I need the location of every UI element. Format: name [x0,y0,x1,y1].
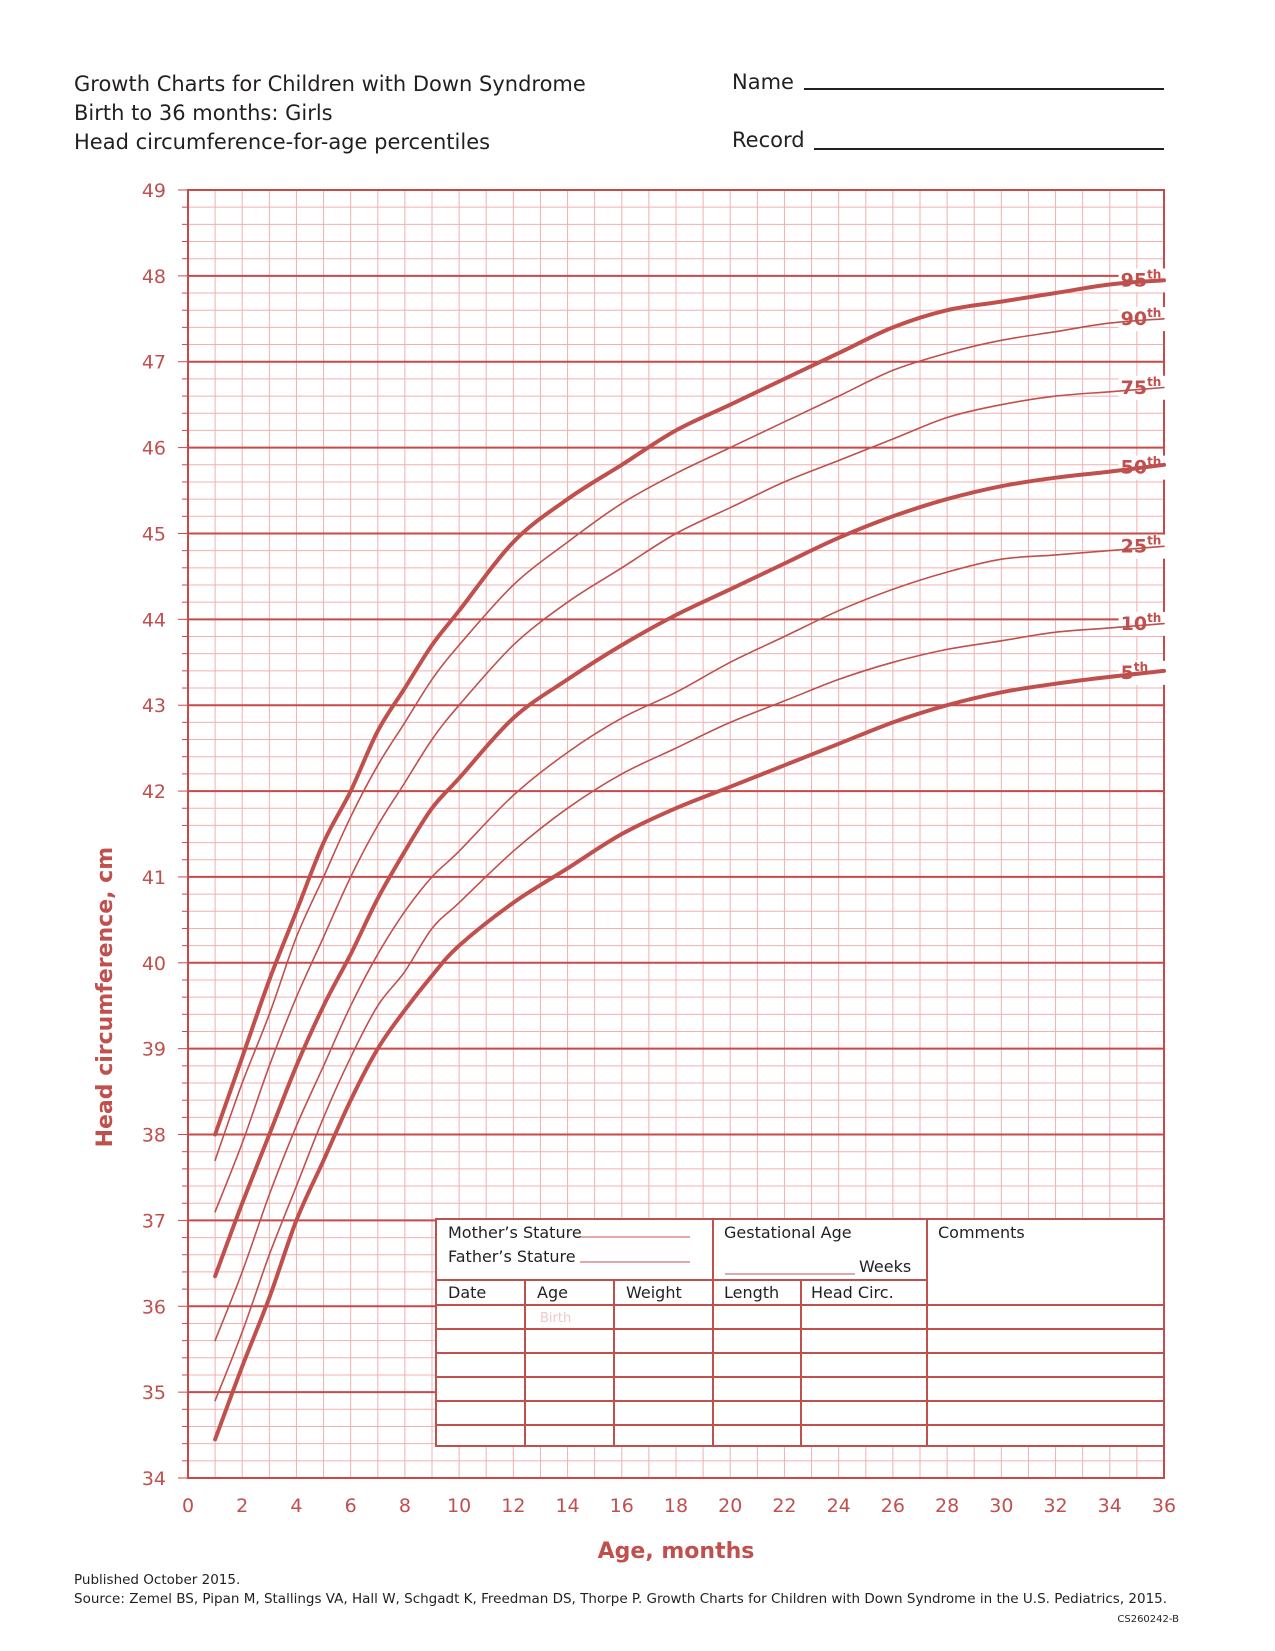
x-tick-label: 26 [881,1495,905,1517]
percentile-suffix: th [1134,660,1148,674]
x-axis-label: Age, months [598,1539,755,1564]
grid [178,189,1165,1479]
document-code: CS260242-B [1117,1614,1179,1625]
chart-title-line-3: Head circumference-for-age percentiles [74,130,491,154]
percentile-curve-50 [213,462,1166,1279]
percentile-curve-95 [213,278,1166,1137]
y-tick-label: 49 [142,180,166,202]
x-tick-label: 2 [236,1495,248,1517]
column-header: Weight [626,1283,682,1302]
record-table: Mother’s Stature Father’s Stature Gestatio… [435,1218,1165,1447]
name-line[interactable] [804,88,1164,90]
x-tick-label: 12 [501,1495,525,1517]
mother-stature-label: Mother’s Stature [448,1223,582,1242]
percentile-curve-90 [214,318,1165,1162]
y-tick-label: 34 [142,1468,166,1490]
father-stature-label: Father’s Stature [448,1247,576,1266]
x-tick-label: 6 [345,1495,357,1517]
x-tick-label: 28 [935,1495,959,1517]
chart-title-line-2: Birth to 36 months: Girls [74,101,333,125]
footer: Published October 2015. Source: Zemel BS… [74,1571,1167,1609]
x-tick-label: 4 [290,1495,302,1517]
percentile-suffix: th [1147,611,1161,625]
x-tick-label: 36 [1152,1495,1176,1517]
x-tick-label: 34 [1098,1495,1122,1517]
source-note: Source: Zemel BS, Pipan M, Stallings VA,… [74,1591,1168,1607]
record-line[interactable] [814,148,1164,150]
y-tick-label: 47 [142,352,166,374]
published-note: Published October 2015. [74,1572,241,1588]
name-field-row: Name [732,70,794,94]
x-tick-label: 18 [664,1495,688,1517]
percentile-suffix: th [1147,306,1161,320]
record-label: Record [732,128,805,152]
percentile-curve-10 [214,622,1165,1402]
column-header: Date [448,1283,486,1302]
y-tick-label: 46 [142,438,166,460]
y-tick-label: 39 [142,1039,166,1061]
percentile-suffix: th [1147,375,1161,389]
percentile-curve-75 [214,386,1165,1213]
x-tick-label: 20 [718,1495,742,1517]
y-tick-label: 35 [142,1382,166,1404]
gestational-age-label: Gestational Age [724,1223,852,1242]
column-header: Age [537,1283,568,1302]
birth-row-label: Birth [540,1311,571,1326]
x-tick-label: 10 [447,1495,471,1517]
y-tick-label: 41 [142,867,166,889]
y-axis-label: Head circumference, cm [93,847,118,1148]
y-tick-label: 37 [142,1210,166,1232]
y-tick-label: 42 [142,781,166,803]
percentile-suffix: th [1147,534,1161,548]
percentile-label-25: 25th [1121,534,1162,558]
x-tick-label: 24 [827,1495,851,1517]
y-tick-label: 48 [142,266,166,288]
column-header: Head Circ. [811,1283,894,1302]
percentile-label-95: 95th [1121,267,1162,291]
weeks-label: Weeks [859,1257,911,1276]
record-field-row: Record [732,128,805,152]
column-header: Length [724,1283,779,1302]
x-tick-label: 22 [772,1495,796,1517]
plot-frame [187,189,1165,1479]
x-tick-label: 16 [610,1495,634,1517]
x-tick-label: 0 [182,1495,194,1517]
y-tick-label: 44 [142,609,166,631]
x-tick-label: 8 [399,1495,411,1517]
percentile-label-90: 90th [1121,306,1162,330]
y-tick-label: 40 [142,953,166,975]
chart-title-line-1: Growth Charts for Children with Down Syn… [74,72,586,96]
name-label: Name [732,70,794,94]
percentile-suffix: th [1147,267,1161,281]
y-tick-label: 45 [142,523,166,545]
title-block: Growth Charts for Children with Down Syn… [74,70,586,157]
y-tick-label: 38 [142,1125,166,1147]
percentile-curve-5 [213,668,1166,1442]
x-tick-label: 14 [555,1495,579,1517]
comments-label: Comments [938,1223,1025,1242]
y-tick-label: 36 [142,1296,166,1318]
x-tick-label: 32 [1043,1495,1067,1517]
percentile-curve-25 [214,545,1165,1342]
x-tick-label: 30 [989,1495,1013,1517]
y-tick-label: 43 [142,695,166,717]
